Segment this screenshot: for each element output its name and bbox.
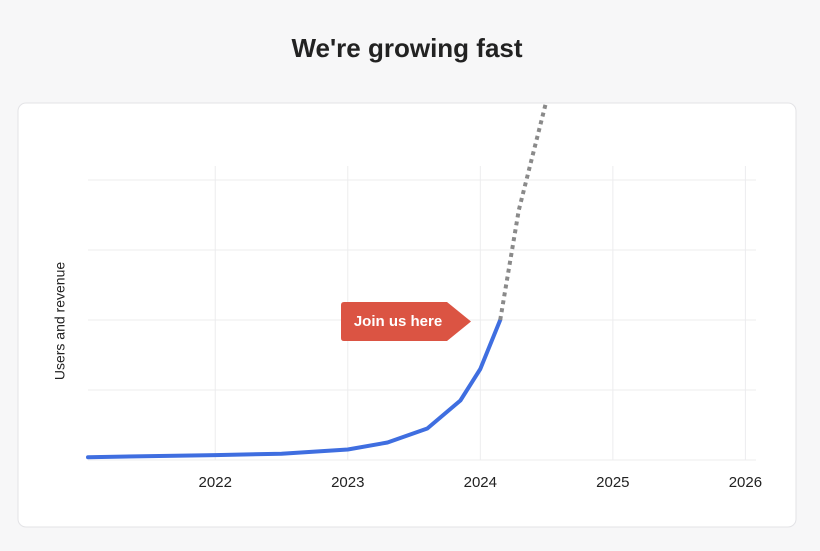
x-tick-label: 2022: [199, 474, 232, 491]
projection-line: [498, 103, 549, 321]
x-tick-label: 2024: [464, 474, 497, 491]
y-axis-label: Users and revenue: [52, 262, 68, 381]
x-tick-label: 2026: [729, 474, 762, 491]
x-tick-label: 2025: [596, 474, 629, 491]
annotation-text: Join us here: [354, 313, 442, 330]
x-tick-label: 2023: [331, 474, 364, 491]
data-line: [86, 318, 503, 460]
chart-title: We're growing fast: [291, 33, 522, 63]
annotation-callout: [341, 302, 471, 341]
